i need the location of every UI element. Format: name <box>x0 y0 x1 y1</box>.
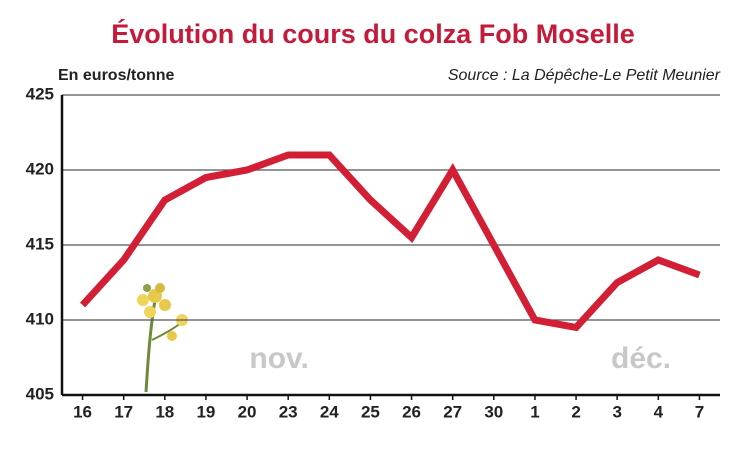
y-tick-label: 425 <box>26 84 54 103</box>
x-tick-label: 16 <box>73 402 92 421</box>
x-tick-label: 7 <box>695 402 704 421</box>
y-tick-label: 420 <box>26 159 54 178</box>
y-axis-label: En euros/tonne <box>58 67 175 84</box>
source: Source : La Dépêche-Le Petit Meunier <box>448 67 721 84</box>
x-tick-label: 27 <box>443 402 462 421</box>
y-tick-label: 405 <box>26 384 54 403</box>
y-tick-label: 415 <box>26 234 54 253</box>
x-tick-label: 24 <box>320 402 339 421</box>
x-tick-label: 3 <box>612 402 621 421</box>
x-tick-label: 30 <box>484 402 503 421</box>
x-tick-label: 23 <box>279 402 298 421</box>
x-tick-label: 4 <box>654 402 664 421</box>
x-tick-label: 26 <box>402 402 421 421</box>
price-line <box>79 151 701 332</box>
month-label: déc. <box>611 342 671 375</box>
x-tick-label: 1 <box>530 402 539 421</box>
x-tick-label: 19 <box>196 402 215 421</box>
chart-title: Évolution du cours du colza Fob Moselle <box>111 18 635 49</box>
x-tick-label: 25 <box>361 402 380 421</box>
x-tick-label: 20 <box>238 402 257 421</box>
x-tick-label: 18 <box>155 402 174 421</box>
y-tick-label: 410 <box>26 309 54 328</box>
flower-illustration <box>137 283 188 393</box>
x-tick-label: 2 <box>571 402 580 421</box>
x-tick-label: 17 <box>114 402 133 421</box>
month-label: nov. <box>249 342 308 375</box>
